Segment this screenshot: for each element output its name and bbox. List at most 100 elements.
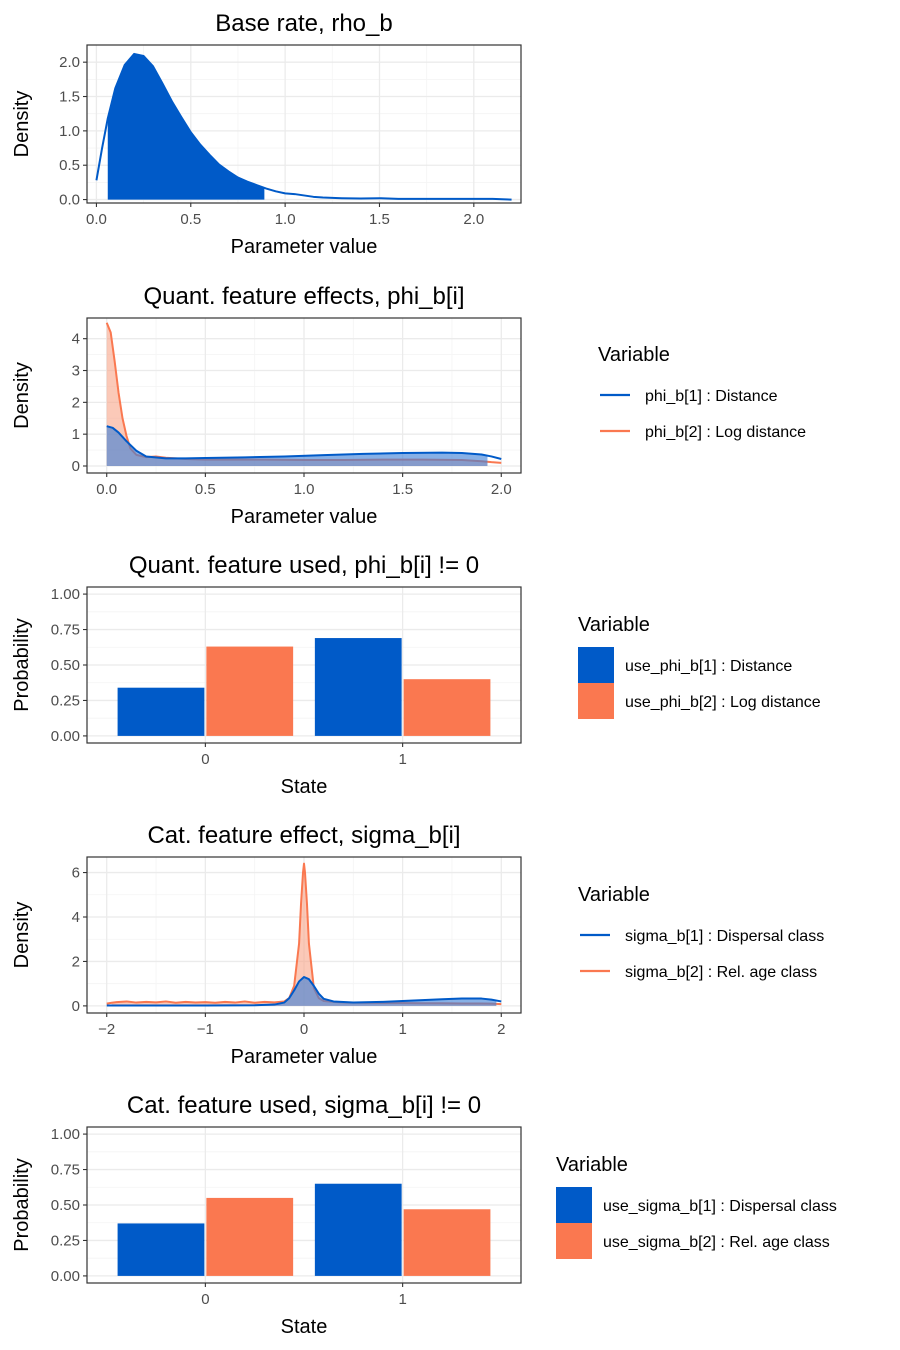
legend-key-box <box>556 1187 592 1223</box>
x-tick-label: 1 <box>398 1021 406 1038</box>
legend-key-box <box>578 647 614 683</box>
x-tick-label: 2 <box>497 1021 505 1038</box>
density-line-2 <box>106 976 502 1007</box>
legend-entry-label: phi_b[2] : Log distance <box>645 424 806 441</box>
y-tick-label: 6 <box>72 865 80 882</box>
y-tick-label: 0.25 <box>51 692 80 709</box>
y-tick-label: 0.25 <box>51 1232 80 1249</box>
x-tick-label: 0.5 <box>195 481 216 498</box>
y-tick-label: 1 <box>72 426 80 443</box>
legend-entry-label: use_sigma_b[1] : Dispersal class <box>603 1198 837 1215</box>
x-axis-label: Parameter value <box>231 506 378 528</box>
y-axis-label: Probability <box>11 618 33 711</box>
legend-title: Variable <box>556 1154 628 1176</box>
bar-2-state-0 <box>206 646 294 736</box>
bar-2-state-0 <box>206 1197 294 1276</box>
x-tick-label: −2 <box>98 1021 115 1038</box>
plot-border <box>86 44 522 204</box>
y-tick-label: 0.50 <box>51 1197 80 1214</box>
bar-1-state-0 <box>117 1223 205 1276</box>
legend-key-box <box>556 1223 592 1259</box>
y-tick-label: 0.5 <box>59 157 80 174</box>
legend-entry-label: phi_b[1] : Distance <box>645 388 778 405</box>
chart-panel-1: 0.0 0.5 1.0 1.5 2.0 0.0 0.5 1.0 1.5 2.0 Base rate,… <box>11 10 522 258</box>
chart-title: Quant. feature used, phi_b[i] != 0 <box>129 552 479 579</box>
x-tick-label: 1 <box>398 1291 406 1308</box>
chart-panel-5: 0.00 0.25 0.50 0.75 1.00 0 1 Cat. feature used,… <box>11 1092 837 1338</box>
density-line-1 <box>95 52 512 201</box>
y-tick-label: 4 <box>72 909 80 926</box>
legend-title: Variable <box>578 614 650 636</box>
y-tick-label: 0.00 <box>51 1268 80 1285</box>
legend: Variable phi_b[1] : Distance phi_b[2] : Lo… <box>598 344 806 441</box>
y-tick-label: 2 <box>72 953 80 970</box>
legend-entry-label: sigma_b[1] : Dispersal class <box>625 928 824 945</box>
bar-2-state-1 <box>403 679 491 736</box>
x-tick-label: 1.5 <box>392 481 413 498</box>
legend-title: Variable <box>578 884 650 906</box>
x-tick-label: 0.5 <box>180 211 201 228</box>
density-area-2 <box>106 426 488 466</box>
bar-1-state-1 <box>314 638 402 736</box>
legend: Variable sigma_b[1] : Dispersal class sigm… <box>578 884 824 981</box>
chart-panel-3: 0.00 0.25 0.50 0.75 1.00 0 1 Quant. feature use… <box>11 552 821 798</box>
y-tick-label: 0.75 <box>51 1162 80 1179</box>
x-axis-label: State <box>281 776 328 798</box>
x-tick-label: 2.0 <box>491 481 512 498</box>
chart-panel-4: 0 2 4 6 −2 −1 0 1 2 Cat. feature effect, sigma_b[… <box>11 822 824 1068</box>
y-tick-label: 4 <box>72 331 80 348</box>
y-tick-label: 1.0 <box>59 123 80 140</box>
legend-key-box <box>578 683 614 719</box>
legend-entry-label: sigma_b[2] : Rel. age class <box>625 964 817 981</box>
chart-title: Base rate, rho_b <box>215 10 392 37</box>
legend-title: Variable <box>598 344 670 366</box>
x-tick-label: 0 <box>201 1291 209 1308</box>
legend-entry-label: use_phi_b[1] : Distance <box>625 658 792 675</box>
y-tick-label: 1.00 <box>51 1126 80 1143</box>
x-tick-label: 0.0 <box>86 211 107 228</box>
y-axis-label: Density <box>11 91 33 158</box>
x-tick-label: −1 <box>197 1021 214 1038</box>
chart-panel-2: 0 1 2 3 4 0.0 0.5 1.0 1.5 2.0 Quant. feature effec… <box>11 283 806 528</box>
x-tick-label: 0 <box>300 1021 308 1038</box>
density-line-2 <box>106 425 502 460</box>
y-axis-label: Density <box>11 362 33 429</box>
x-tick-label: 2.0 <box>463 211 484 228</box>
y-tick-label: 0 <box>72 998 80 1015</box>
y-axis-label: Probability <box>11 1158 33 1251</box>
chart-title: Cat. feature used, sigma_b[i] != 0 <box>127 1092 481 1119</box>
legend-entry-label: use_phi_b[2] : Log distance <box>625 694 821 711</box>
density-area-1 <box>107 53 265 200</box>
legend-entry-label: use_sigma_b[2] : Rel. age class <box>603 1234 830 1251</box>
x-axis-label: Parameter value <box>231 1046 378 1068</box>
x-axis-label: State <box>281 1316 328 1338</box>
x-tick-label: 1.0 <box>275 211 296 228</box>
y-tick-label: 2 <box>72 394 80 411</box>
y-tick-label: 3 <box>72 363 80 380</box>
x-axis-label: Parameter value <box>231 236 378 258</box>
chart-title: Quant. feature effects, phi_b[i] <box>143 283 464 310</box>
x-tick-label: 1 <box>398 751 406 768</box>
y-tick-label: 0 <box>72 458 80 475</box>
bar-2-state-1 <box>403 1209 491 1276</box>
y-tick-label: 1.00 <box>51 586 80 603</box>
x-tick-label: 1.5 <box>369 211 390 228</box>
y-tick-label: 0.00 <box>51 728 80 745</box>
x-tick-label: 0.0 <box>96 481 117 498</box>
bar-1-state-0 <box>117 687 205 736</box>
y-tick-label: 0.50 <box>51 657 80 674</box>
density-area-2 <box>111 977 497 1006</box>
legend: Variable use_sigma_b[1] : Dispersal class… <box>556 1154 837 1259</box>
y-tick-label: 0.75 <box>51 622 80 639</box>
bar-1-state-1 <box>314 1183 402 1276</box>
y-axis-label: Density <box>11 902 33 969</box>
chart-title: Cat. feature effect, sigma_b[i] <box>147 822 460 849</box>
legend: Variable use_phi_b[1] : Distance use_phi_b… <box>578 614 821 719</box>
y-tick-label: 0.0 <box>59 192 80 209</box>
x-tick-label: 1.0 <box>294 481 315 498</box>
y-tick-label: 1.5 <box>59 89 80 106</box>
y-tick-label: 2.0 <box>59 54 80 71</box>
x-tick-label: 0 <box>201 751 209 768</box>
density-area-1 <box>111 863 497 1006</box>
